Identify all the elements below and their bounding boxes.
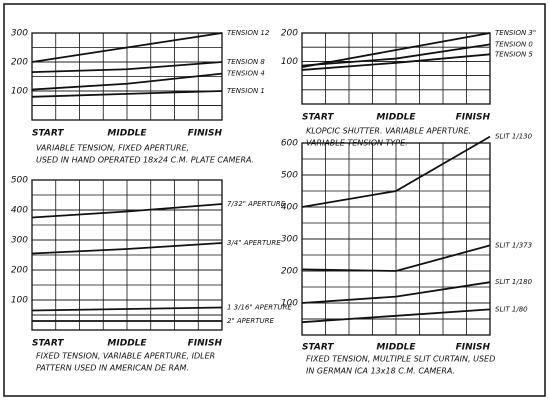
series-line [301,43,491,67]
x-tick-label: MIDDLE [376,343,416,353]
y-tick-label: 200 [281,29,298,39]
series-label: SLIT 1/130 [495,133,533,141]
x-tick-label: MIDDLE [376,113,416,123]
caption: USED IN HAND OPERATED 18x24 C.M. PLATE C… [36,156,254,165]
series-line [31,242,223,255]
x-tick-label: FINISH [456,343,491,353]
series-label: TENSION 8 [227,58,265,66]
series-line [301,308,491,324]
x-tick-label: MIDDLE [107,339,147,349]
series-line [301,135,491,208]
x-tick-label: FINISH [188,129,223,139]
series-line [301,32,491,68]
series-line [301,281,491,304]
series-label: TENSION 4 [227,70,265,78]
series-label: 1 3/16" APERTURE [227,304,292,312]
y-tick-label: 400 [281,203,298,213]
x-tick-label: START [302,113,334,123]
caption: IN GERMAN ICA 13x18 C.M. CAMERA. [306,367,455,376]
y-tick-label: 200 [11,58,28,68]
series-label: 2" APERTURE [227,317,274,325]
series-label: TENSION 1 [227,87,265,95]
series-label: 3/4" APERTURE [227,239,281,247]
y-tick-label: 400 [11,206,28,216]
series-label: SLIT 1/373 [495,241,532,249]
y-tick-label: 300 [11,236,28,246]
caption: PATTERN USED IN AMERICAN DE RAM. [36,364,189,373]
series-label: TENSION 0 [495,40,533,48]
caption: KLOPCIC SHUTTER. VARIABLE APERTURE. [306,127,471,136]
series-line [31,90,223,98]
x-tick-label: MIDDLE [107,129,147,139]
x-tick-label: START [302,343,334,353]
series-label: 7/32" APERTURE [227,200,286,208]
series-label: TENSION 3" [495,29,536,37]
caption: FIXED TENSION, MULTIPLE SLIT CURTAIN, US… [306,355,495,364]
series-label: SLIT 1/80 [495,305,528,313]
series-line [31,72,223,91]
x-tick-label: START [32,339,64,349]
series-line [31,61,223,74]
y-tick-label: 200 [281,267,298,277]
y-tick-label: 500 [281,171,298,181]
series-label: TENSION 12 [227,29,270,37]
y-tick-label: 100 [11,87,28,97]
series-label: SLIT 1/180 [495,278,533,286]
series-label: TENSION 5 [495,50,533,58]
series-line [31,203,223,219]
y-tick-label: 600 [281,139,298,149]
x-tick-label: FINISH [456,113,491,123]
y-tick-label: 300 [281,235,298,245]
x-tick-label: FINISH [188,339,223,349]
series-line [31,32,223,63]
y-tick-label: 100 [281,57,298,67]
page-frame [3,3,546,397]
series-line [301,53,491,71]
caption: FIXED TENSION, VARIABLE APERTURE, IDLER [36,352,215,361]
y-tick-label: 500 [11,176,28,186]
y-tick-label: 100 [281,299,298,309]
series-line [301,244,491,272]
x-tick-label: START [32,129,64,139]
y-tick-label: 300 [11,29,28,39]
y-tick-label: 200 [11,266,28,276]
caption: VARIABLE TENSION, FIXED APERTURE, [36,144,189,153]
series-line [31,306,223,312]
y-tick-label: 100 [11,296,28,306]
